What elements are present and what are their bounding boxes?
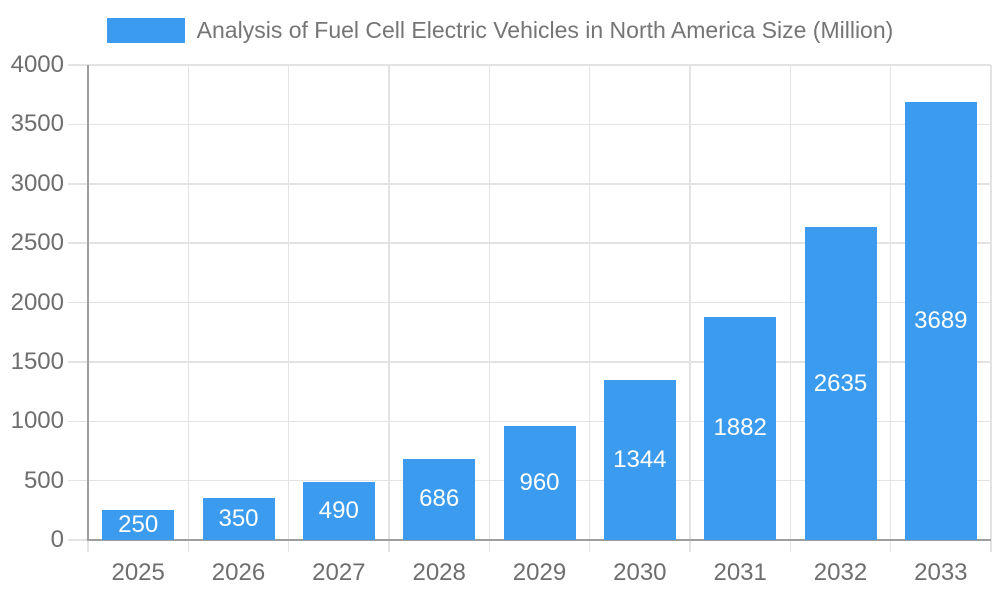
bar-value-label: 3689 [914,306,968,334]
x-tick-label: 2025 [111,559,165,586]
x-gridline [388,65,390,552]
x-tick-label: 2026 [211,559,266,586]
x-tick-label: 2028 [412,559,466,586]
bar[interactable] [704,316,777,540]
x-tick-label: 2033 [914,559,968,586]
legend-label: Analysis of Fuel Cell Electric Vehicles … [196,17,894,43]
y-gridline [68,123,991,126]
bar[interactable] [904,101,977,540]
x-tick-label: 2029 [512,559,567,586]
x-gridline [689,65,691,552]
x-gridline [889,65,892,552]
y-axis-line [87,65,89,541]
x-gridline [187,65,190,552]
x-tick-label: 2032 [813,559,868,586]
y-tick-label: 1500 [10,347,64,375]
y-tick-label: 3000 [10,169,64,197]
bar[interactable] [302,481,375,540]
bar-value-label: 1344 [613,446,667,474]
y-gridline [68,361,991,363]
bar-value-label: 1882 [713,414,767,442]
bar-value-label: 350 [218,505,259,533]
bar-value-label: 490 [318,496,359,524]
legend-swatch [106,18,185,43]
y-gridline [68,242,991,244]
y-tick-label: 4000 [10,51,64,78]
x-gridline [488,65,491,552]
y-gridline [68,64,991,66]
y-tick-label: 1000 [10,407,64,435]
bar[interactable] [503,426,576,540]
bar[interactable] [804,227,877,540]
y-tick-label: 0 [50,526,64,553]
bar[interactable] [102,510,175,540]
y-gridline [68,301,991,304]
bar-value-label: 250 [118,511,159,539]
x-gridline [287,65,290,552]
x-tick-label: 2027 [312,559,366,586]
y-tick-label: 2500 [10,229,64,257]
x-tick-label: 2030 [613,559,667,586]
x-gridline [990,65,992,552]
y-gridline [68,183,991,185]
bar-value-label: 960 [519,469,560,496]
bar[interactable] [202,498,275,540]
bar-value-label: 686 [419,485,460,513]
x-axis-line [88,539,991,541]
x-gridline [588,65,591,552]
x-tick-label: 2031 [713,559,767,586]
bar[interactable] [603,380,676,540]
y-tick-label: 3500 [10,110,64,138]
y-gridline [68,420,991,422]
y-tick-label: 500 [23,466,64,494]
bar[interactable] [403,458,476,540]
y-tick-label: 2000 [10,288,64,316]
chart-legend[interactable]: Analysis of Fuel Cell Electric Vehicles … [0,17,1000,44]
x-gridline [789,65,792,552]
bar-value-label: 2635 [813,369,868,397]
